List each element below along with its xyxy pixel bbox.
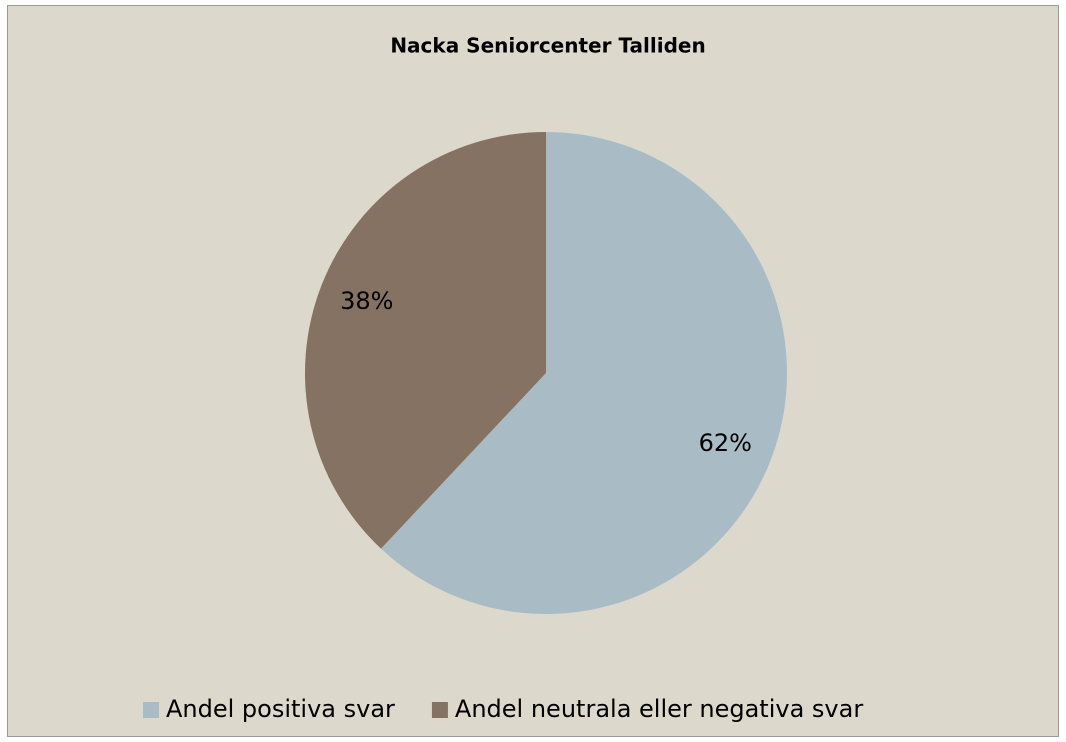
chart-title: Nacka Seniorcenter Talliden [390,34,705,58]
data-label: 62% [699,429,752,457]
legend-swatch [431,702,448,718]
legend-label: Andel neutrala eller negativa svar [455,695,863,723]
data-label: 38% [340,287,393,315]
legend-swatch [143,702,159,718]
legend-label: Andel positiva svar [166,695,395,723]
pie-slice [381,132,787,614]
pie-slice [304,131,546,549]
